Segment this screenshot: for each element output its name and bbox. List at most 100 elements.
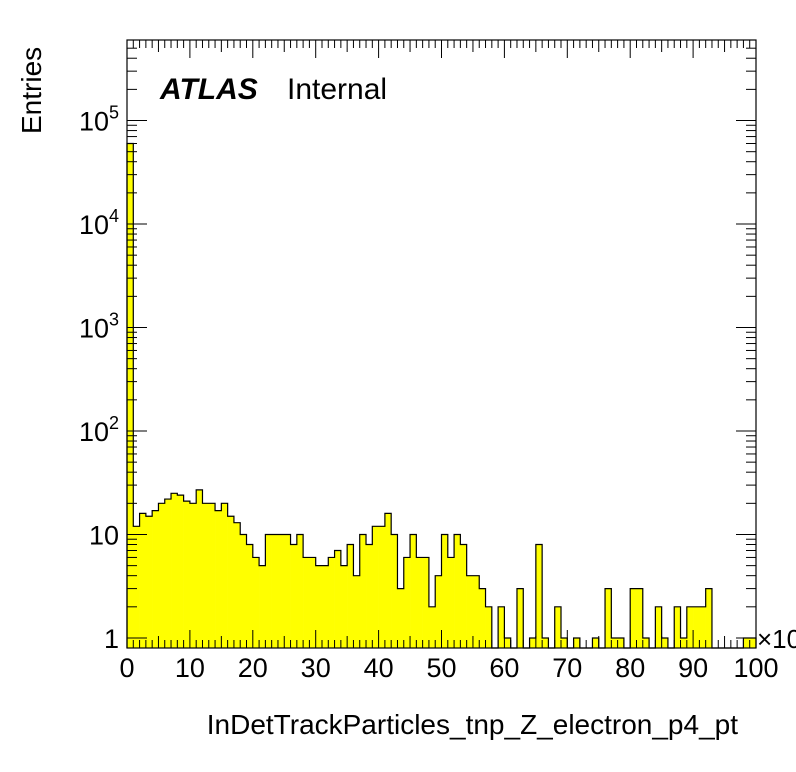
histogram-bar <box>372 526 379 648</box>
histogram-bar <box>535 544 543 648</box>
histogram-bar <box>152 510 159 648</box>
histogram-bar <box>158 503 166 648</box>
histogram-bar <box>428 606 436 648</box>
x-tick-label: 0 <box>119 653 134 683</box>
y-tick-label: 102 <box>79 413 119 447</box>
histogram-bar <box>240 534 247 648</box>
histogram-bar <box>366 544 373 648</box>
y-tick-label: 1 <box>104 624 119 654</box>
y-tick-label: 10 <box>89 520 119 550</box>
histogram-bar <box>296 534 304 648</box>
histogram-bar <box>605 588 612 648</box>
histogram-bar <box>378 526 386 648</box>
histogram-bar <box>617 637 625 648</box>
histogram-bar <box>611 637 618 648</box>
y-tick-label: 104 <box>79 206 119 240</box>
histogram-bar <box>321 565 329 648</box>
histogram-bar <box>334 550 342 648</box>
histogram-bar <box>347 544 354 648</box>
histogram-bar <box>215 510 222 648</box>
x-tick-label: 20 <box>238 653 268 683</box>
y-tick-label: 103 <box>79 310 119 344</box>
histogram-bar <box>391 534 398 648</box>
x-tick-label: 60 <box>489 653 519 683</box>
histogram-bar <box>233 522 241 648</box>
histogram-bar <box>441 534 449 648</box>
x-tick-label: 80 <box>615 653 645 683</box>
histogram-bar <box>699 606 706 648</box>
histogram-outline <box>126 142 757 649</box>
histogram-bar <box>171 493 178 648</box>
histogram-bar <box>353 575 361 648</box>
status-label: Internal <box>287 73 387 106</box>
x-tick-label: 100 <box>733 653 778 683</box>
histogram-bar <box>516 588 524 648</box>
plot-frame <box>126 39 757 649</box>
histogram-bar <box>460 544 467 648</box>
histogram-bar <box>397 588 405 648</box>
histogram-bar <box>529 637 537 648</box>
histogram-bar <box>573 637 581 648</box>
histogram-bar <box>303 557 310 648</box>
histogram-bar <box>252 557 260 648</box>
histogram-bar <box>661 637 669 648</box>
x-tick-label: 90 <box>678 653 708 683</box>
histogram-bar <box>680 637 688 648</box>
histogram-bar <box>284 534 291 648</box>
histogram-bar <box>359 534 367 648</box>
histogram-bar <box>246 544 254 648</box>
histogram-bar <box>466 575 474 648</box>
histogram-bar <box>403 557 411 648</box>
histogram-bar <box>655 606 662 648</box>
histogram-bar <box>686 606 694 648</box>
histogram-bar <box>145 516 153 648</box>
x-tick-label: 70 <box>552 653 582 683</box>
histogram-bar <box>189 503 197 648</box>
histogram-bar <box>221 503 228 648</box>
x-tick-label: 10 <box>175 653 205 683</box>
histogram-bar <box>315 565 323 648</box>
histogram-bar <box>309 557 316 648</box>
atlas-label: ATLAS <box>159 73 258 106</box>
histogram-bar <box>164 499 172 648</box>
x-tick-labels: 0 10 20 30 40 50 60 70 80 90 100 <box>119 653 778 683</box>
histogram-bar <box>328 557 335 648</box>
histogram-bar <box>485 606 493 648</box>
histogram-bar <box>227 516 235 648</box>
x-axis-label: InDetTrackParticles_tnp_Z_electron_p4_pt <box>207 709 738 740</box>
histogram-bar <box>561 637 568 648</box>
histogram-bar <box>384 513 392 648</box>
histogram-bar <box>133 526 140 648</box>
histogram-bar <box>202 503 210 648</box>
histogram-bar <box>592 637 600 648</box>
histogram-bar <box>705 588 713 648</box>
histogram-bar <box>435 575 442 648</box>
histogram-bar <box>139 513 147 648</box>
histogram-bar <box>447 557 455 648</box>
histogram-bar <box>265 534 272 648</box>
histogram-bar <box>183 501 191 648</box>
histogram-bar <box>504 637 511 648</box>
histogram-bar <box>422 557 430 648</box>
x-multiplier-label: ×10 <box>757 624 796 654</box>
histogram-bar <box>196 489 203 648</box>
histogram-bar <box>410 534 417 648</box>
histogram-bar <box>674 606 681 648</box>
x-tick-label: 50 <box>426 653 456 683</box>
y-tick-labels: 1 10 102 103 104 105 <box>79 103 119 654</box>
histogram-bar <box>177 495 184 648</box>
x-tick-label: 40 <box>364 653 394 683</box>
histogram-bar <box>642 637 650 648</box>
y-axis-label: Entries <box>16 47 47 134</box>
histogram-bar <box>472 575 480 648</box>
histogram-bar <box>498 606 505 648</box>
histogram-bar <box>259 565 266 648</box>
histogram-bar <box>208 503 216 648</box>
histogram-bar <box>630 588 637 648</box>
x-tick-label: 30 <box>301 653 331 683</box>
histogram-bar <box>636 588 644 648</box>
histogram-bar <box>693 606 700 648</box>
histogram-bar <box>416 557 423 648</box>
histogram-bar <box>277 534 285 648</box>
histogram-bar <box>454 534 461 648</box>
